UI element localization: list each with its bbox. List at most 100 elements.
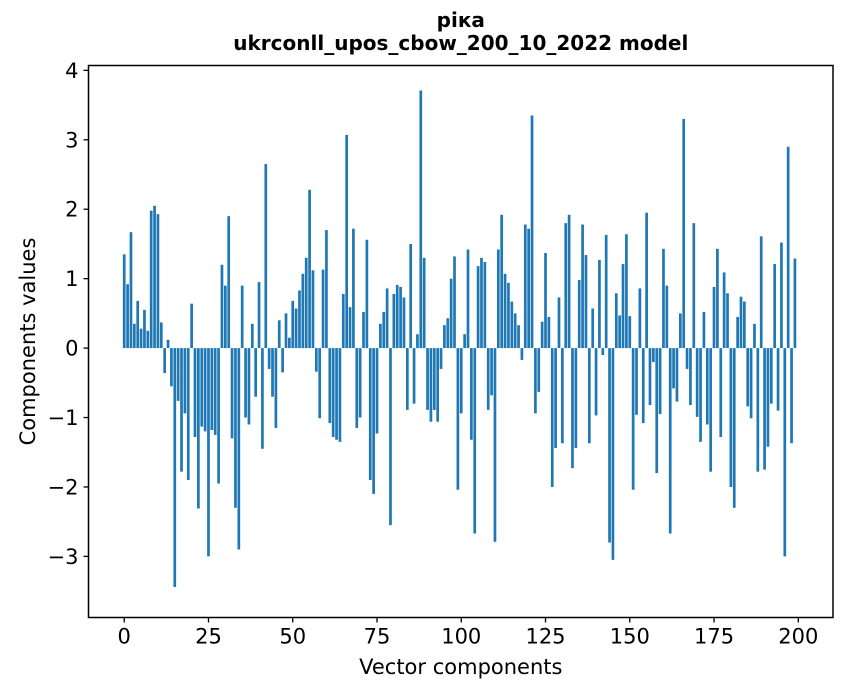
bar: [557, 297, 561, 349]
plot-border: [87, 64, 834, 619]
bar: [716, 248, 719, 349]
bar: [517, 325, 520, 349]
bar: [193, 348, 197, 437]
bar: [183, 348, 187, 414]
axes-layer: 0 25 50 75 100 125 150 175 200 −3 −2 −1 0 1 2 3 4: [48, 59, 834, 649]
bar: [743, 301, 746, 349]
bar: [537, 348, 541, 392]
bar: [210, 348, 214, 431]
bar: [773, 264, 777, 349]
bar: [368, 348, 372, 481]
chart-title: ріка: [437, 8, 485, 32]
bar: [129, 232, 133, 349]
bar: [601, 348, 605, 356]
bar: [463, 334, 466, 349]
x-tick-label: 50: [279, 625, 306, 649]
bar: [389, 348, 392, 526]
bar: [645, 212, 648, 349]
bar: [540, 321, 544, 349]
bar: [227, 216, 231, 349]
bar: [250, 323, 254, 349]
bar: [574, 348, 578, 449]
bar: [267, 348, 271, 369]
x-tick-label: 150: [610, 625, 650, 649]
bar: [699, 348, 702, 442]
bar: [726, 293, 729, 349]
bar: [325, 230, 328, 349]
bar: [692, 223, 696, 349]
bar: [473, 348, 477, 534]
bar: [419, 90, 423, 349]
bar: [234, 348, 237, 508]
x-tick-label: 175: [694, 625, 734, 649]
bar: [689, 348, 692, 406]
bar: [510, 301, 514, 349]
bar: [345, 134, 349, 349]
bars-layer: [122, 90, 797, 587]
bar: [240, 285, 244, 349]
x-tick-label: 100: [441, 625, 481, 649]
bar: [520, 348, 524, 360]
bar: [318, 348, 322, 419]
bar: [561, 348, 564, 444]
bar: [449, 278, 453, 349]
bar: [355, 348, 359, 428]
bar: [399, 286, 402, 349]
bar: [534, 348, 537, 414]
bar: [284, 313, 288, 349]
bar: [483, 262, 487, 349]
bar: [237, 348, 241, 550]
bar: [308, 189, 311, 349]
bar: [281, 348, 284, 373]
bar: [382, 311, 386, 349]
bar: [261, 348, 264, 449]
bar: [277, 320, 281, 349]
bar: [695, 348, 699, 417]
bar: [220, 264, 224, 349]
bar: [190, 303, 193, 349]
y-tick-label: 4: [65, 59, 78, 83]
bar: [402, 297, 406, 349]
bar: [776, 348, 780, 411]
bar: [163, 348, 167, 374]
bar: [641, 348, 645, 424]
bar: [584, 255, 588, 349]
bar: [682, 118, 686, 349]
bar: [122, 254, 126, 349]
y-axis-label: Components values: [16, 238, 40, 446]
bar: [756, 348, 760, 472]
bar: [159, 322, 163, 349]
bar: [314, 348, 318, 372]
bar: [291, 300, 295, 349]
bar: [230, 348, 234, 439]
bar: [577, 280, 581, 349]
bar: [547, 316, 551, 349]
bar: [139, 328, 143, 349]
y-tick-label: −3: [48, 545, 79, 569]
bar: [507, 282, 510, 349]
bar: [655, 348, 659, 474]
bar: [443, 325, 446, 349]
bar: [257, 282, 261, 349]
bar: [621, 264, 625, 349]
bar: [783, 348, 787, 557]
bar: [587, 348, 591, 444]
bar: [217, 348, 220, 484]
bar: [379, 323, 382, 349]
x-tick-label: 200: [778, 625, 818, 649]
bar: [274, 348, 278, 428]
bar: [200, 348, 204, 427]
bar: [352, 228, 355, 349]
bar: [675, 348, 679, 402]
bar: [146, 330, 150, 349]
bar: [348, 307, 352, 349]
bar: [197, 348, 200, 509]
bar: [530, 115, 534, 349]
bar: [429, 348, 433, 422]
bar: [288, 337, 291, 349]
bar: [749, 348, 753, 419]
bar: [426, 348, 429, 410]
bar: [608, 348, 611, 543]
bar: [416, 334, 419, 349]
bar: [705, 348, 709, 425]
